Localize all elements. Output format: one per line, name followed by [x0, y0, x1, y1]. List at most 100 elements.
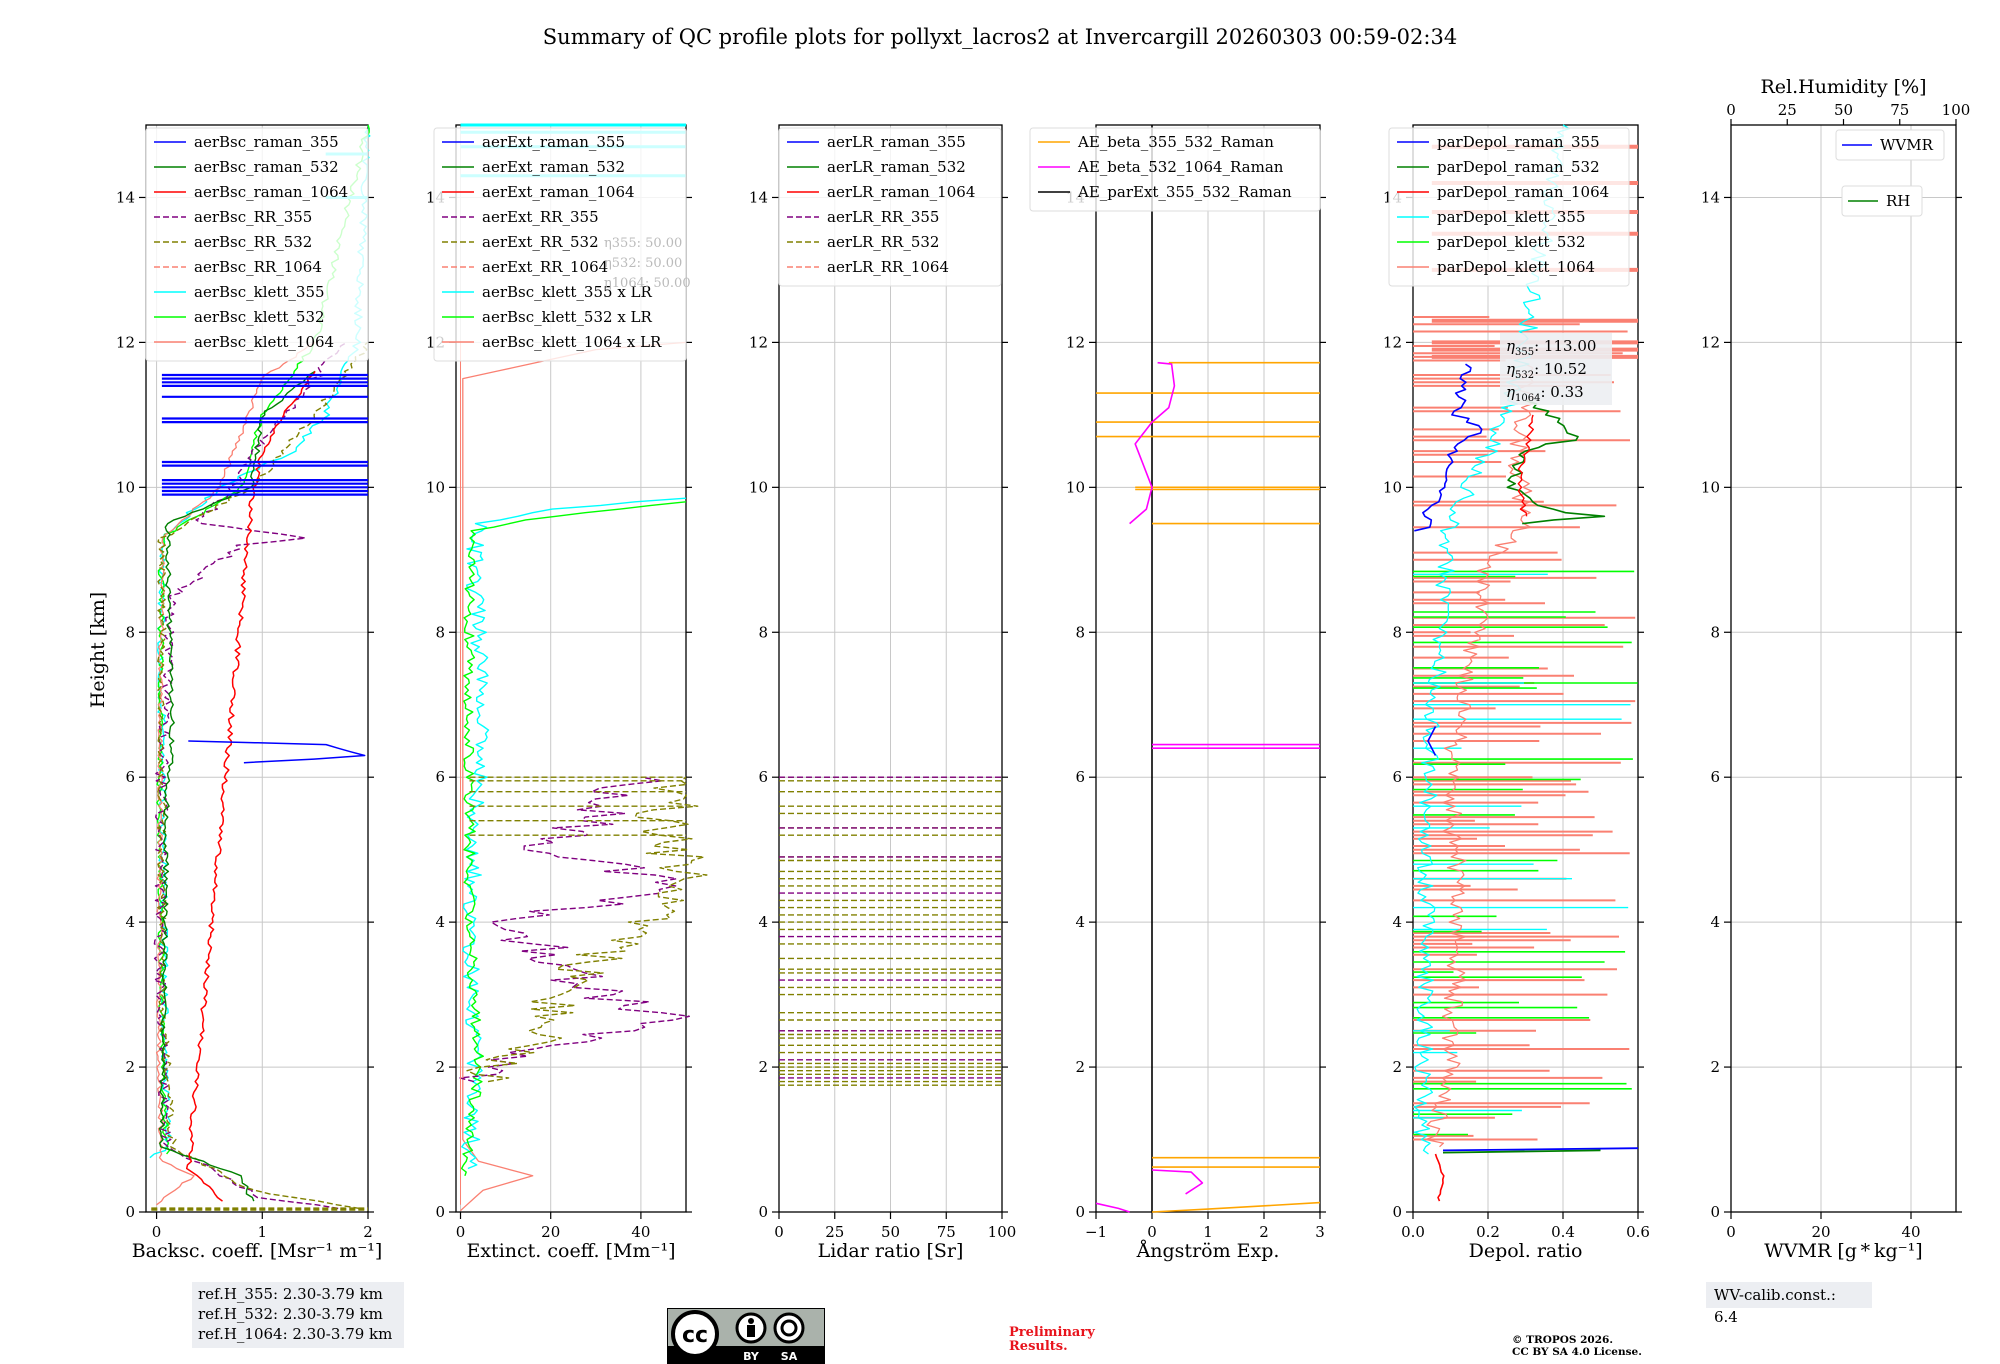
y-tick-label: 6: [1710, 768, 1720, 786]
y-tick-label: 2: [1392, 1058, 1402, 1076]
series-parDepol-klett-1064: [1413, 316, 1636, 1141]
series-aerBsc-klett-532-x-LR: [460, 501, 687, 1177]
eta-sub: 355: [1515, 347, 1534, 358]
x-tick-label: 0: [1726, 1223, 1736, 1241]
eta-sub: 532: [1515, 370, 1534, 381]
y-tick-label: 0: [435, 1203, 445, 1221]
series-parDepol-raman-1064-upper: [1517, 414, 1535, 517]
y-tick-label: 2: [1710, 1058, 1720, 1076]
x-axis-label: WVMR [g * kg⁻¹]: [1764, 1240, 1922, 1262]
legend-label: aerLR_raman_532: [827, 158, 966, 176]
legend-rh: RH: [1841, 185, 1923, 217]
x-tick-label: −1: [1085, 1223, 1107, 1241]
share-alike-icon: [773, 1312, 805, 1344]
x-axis-label: Depol. ratio: [1469, 1240, 1583, 1262]
series-aerBsc-RR-355: [153, 341, 348, 1210]
x-tick-label: 2: [1259, 1223, 1269, 1241]
panel-3-grid: [778, 125, 1003, 1212]
x-tick-label: 20: [541, 1223, 560, 1241]
y-tick-label: 8: [1710, 623, 1720, 641]
x-tick-label: 0: [456, 1223, 466, 1241]
rh-tick-label: 25: [1778, 101, 1797, 119]
legend-label: aerBsc_RR_355: [194, 208, 312, 226]
x-axis-label: Ångström Exp.: [1136, 1240, 1280, 1262]
series-parDepol-klett-1064-profile: [1425, 363, 1535, 1148]
wv-calib-box: WV-calib.const.: 6.4: [1706, 1282, 1872, 1326]
panel-6-grid: [1730, 125, 1956, 1212]
legend-panel-1: aerBsc_raman_355 aerBsc_raman_532 aerBsc_r…: [145, 127, 369, 362]
y-tick-label: 4: [758, 913, 768, 931]
eta-1064: η1064: 0.33: [1506, 383, 1584, 404]
y-tick-label: 2: [758, 1058, 768, 1076]
preliminary-line-1: Preliminary: [1009, 1325, 1095, 1340]
cc-by-label: BY: [743, 1350, 760, 1363]
y-tick-label: 10: [1701, 478, 1720, 496]
series-aerBsc-RR-532: [156, 341, 369, 1210]
y-tick-label: 0: [1710, 1203, 1720, 1221]
x-tick-label: 40: [1901, 1223, 1920, 1241]
legend-label: aerExt_raman_532: [482, 158, 625, 176]
y-tick-label: 14: [1701, 188, 1720, 206]
x-tick-label: 50: [881, 1223, 900, 1241]
series-parDepol-raman-532-surface: [1442, 1149, 1601, 1154]
eta-box-bg: [1500, 333, 1612, 405]
legend-box: [778, 127, 1002, 287]
series-parDepol-raman-1064: [1434, 1153, 1445, 1202]
legend-label: parDepol_klett_1064: [1437, 258, 1595, 276]
legend-label: AE_parExt_355_532_Raman: [1077, 183, 1292, 201]
x-tick-label: 100: [988, 1223, 1017, 1241]
legend-label: aerBsc_raman_355: [194, 133, 339, 151]
y-tick-label: 10: [749, 478, 768, 496]
legend-label: aerExt_RR_1064: [482, 258, 608, 276]
legend-box: [1841, 185, 1923, 217]
legend-panel-3: aerLR_raman_355 aerLR_raman_532 aerLR_rama…: [778, 127, 1002, 287]
legend-label: RH: [1886, 192, 1910, 210]
y-tick-label: 10: [426, 478, 445, 496]
ae-magenta-seg: [1095, 1202, 1130, 1213]
preliminary-line-2: Results.: [1009, 1339, 1068, 1354]
license-line-1: © TROPOS 2026.: [1512, 1334, 1614, 1346]
rh-top-axis: 0 25 50 75 100 Rel.Humidity [%]: [1726, 76, 1970, 125]
legend-label: parDepol_raman_1064: [1437, 183, 1609, 201]
y-tick-label: 2: [125, 1058, 135, 1076]
y-tick-label: 4: [125, 913, 135, 931]
ref-height-1064: ref.H_1064: 2.30-3.79 km: [198, 1325, 393, 1343]
license-line-2: CC BY SA 4.0 License.: [1512, 1346, 1642, 1358]
y-tick-label: 0: [758, 1203, 768, 1221]
y-tick-label: 12: [116, 333, 135, 351]
panel-1-frame: [145, 124, 369, 1213]
y-tick-label: 6: [125, 768, 135, 786]
x-axis-label: Lidar ratio [Sr]: [818, 1240, 964, 1262]
ref-height-355: ref.H_355: 2.30-3.79 km: [198, 1285, 383, 1303]
series-parDepol-klett-355: [1413, 573, 1631, 1119]
svg-text:cc: cc: [682, 1323, 708, 1348]
cc-by-sa-logo: cc BY SA: [667, 1308, 825, 1364]
ae-orange-surface: [1151, 1201, 1321, 1213]
series-aerBsc-raman-532: [158, 370, 316, 1202]
legend-label: aerLR_RR_532: [827, 233, 939, 251]
legend-box: [433, 127, 687, 362]
license-note: © TROPOS 2026. CC BY SA 4.0 License.: [1512, 1334, 1712, 1358]
legend-box: [1029, 127, 1321, 212]
y-tick-label: 2: [1075, 1058, 1085, 1076]
panel-5: 0.00.20.40.602468101214Depol. ratioparDe…: [1383, 124, 1650, 1262]
series-aerBsc-raman-1064: [185, 370, 316, 1202]
series-aerBsc-klett-1064-x-LR: [460, 341, 687, 1212]
x-tick-label: 0.6: [1626, 1223, 1650, 1241]
eta-532: η532: 10.52: [1506, 360, 1587, 381]
series-parDepol-klett-355-profile: [1413, 124, 1570, 1155]
rh-tick-label: 0: [1726, 101, 1736, 119]
faint-eta-label: η355: 50.00: [604, 236, 682, 251]
y-tick-label: 12: [1701, 333, 1720, 351]
y-tick-label: 8: [758, 623, 768, 641]
legend-label: parDepol_raman_532: [1437, 158, 1600, 176]
legend-label: aerBsc_klett_1064 x LR: [482, 333, 662, 351]
cc-icon: [671, 1310, 719, 1358]
figure-title: Summary of QC profile plots for pollyxt_…: [543, 25, 1457, 49]
x-tick-label: 3: [1315, 1223, 1325, 1241]
x-tick-label: 0: [1147, 1223, 1157, 1241]
x-tick-label: 0.2: [1476, 1223, 1500, 1241]
